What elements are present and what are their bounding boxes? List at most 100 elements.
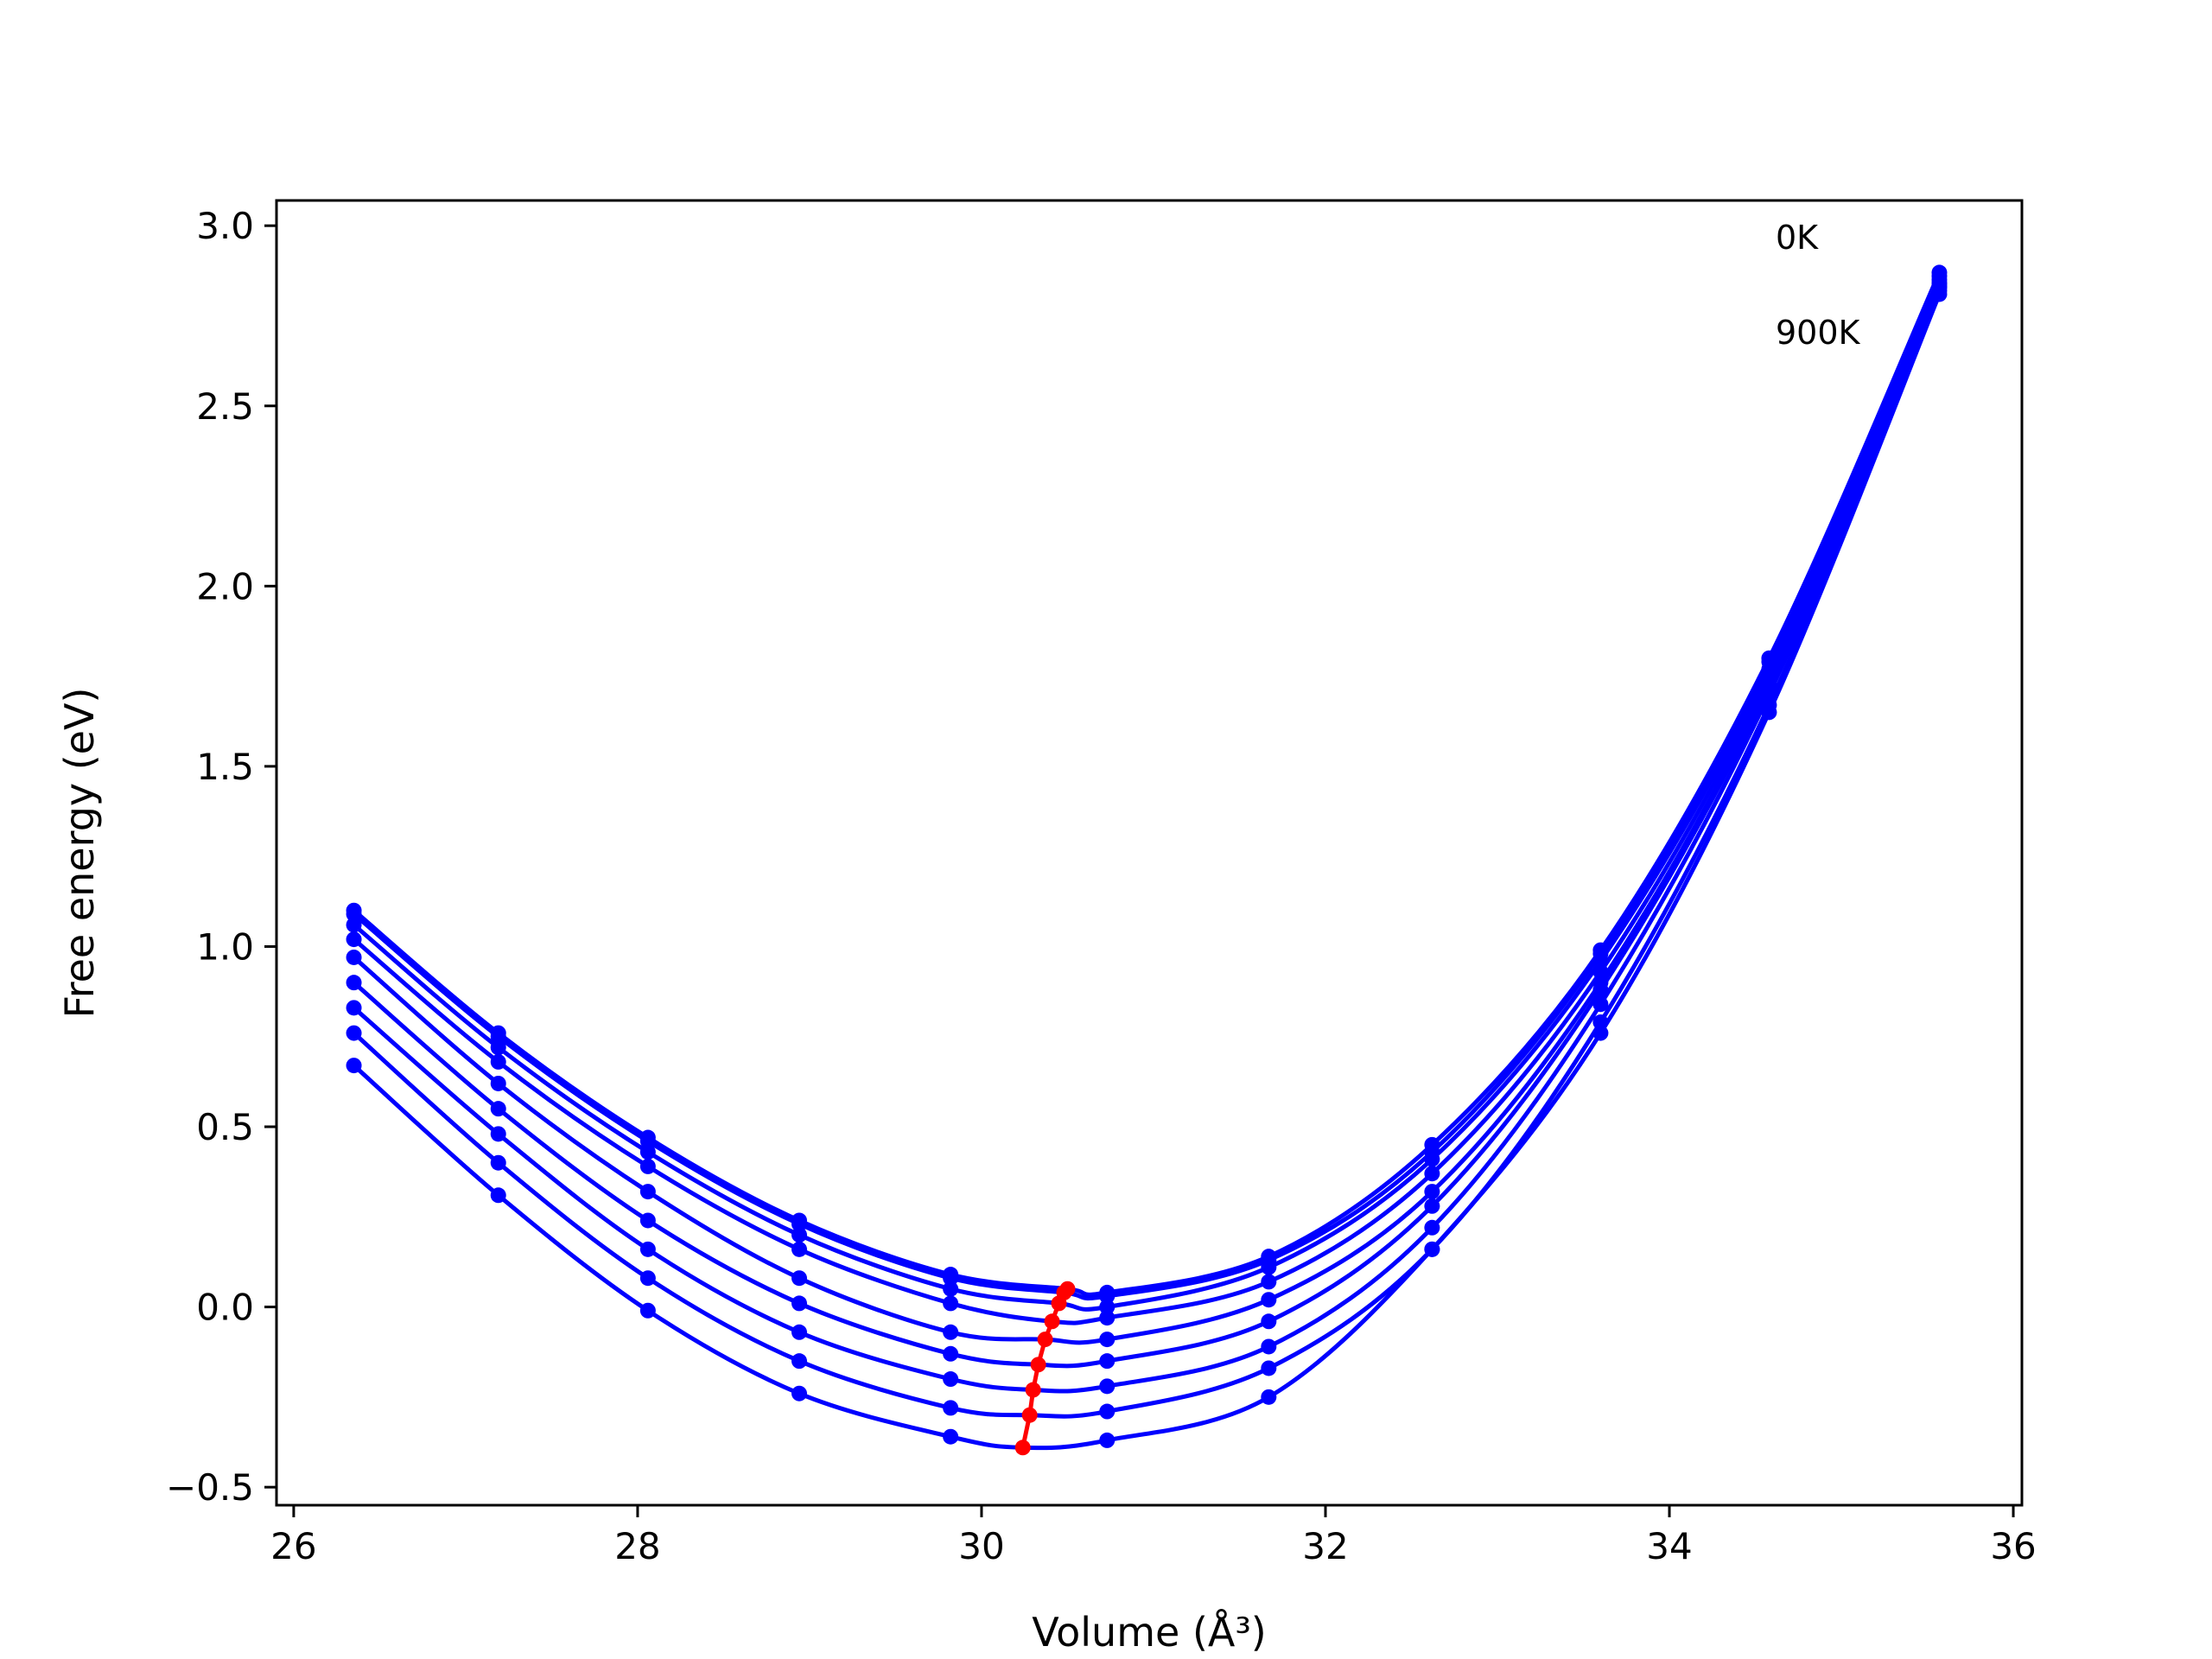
x-axis-title: Volume (Å³) [1032, 1609, 1267, 1656]
data-point [1261, 1389, 1277, 1405]
data-point [791, 1353, 808, 1370]
data-point [943, 1295, 959, 1312]
data-point [1099, 1332, 1116, 1348]
x-tick-label: 34 [1646, 1525, 1692, 1567]
data-point [346, 931, 362, 948]
data-point [1592, 982, 1609, 998]
data-point [791, 1270, 808, 1287]
data-point [639, 1241, 656, 1257]
data-point [346, 906, 362, 922]
x-tick-label: 32 [1302, 1525, 1348, 1567]
y-tick-label: 1.0 [196, 925, 254, 968]
data-point [791, 1295, 808, 1312]
data-point [943, 1345, 959, 1362]
data-point [943, 1270, 959, 1287]
data-point [791, 1227, 808, 1243]
data-point [1099, 1432, 1116, 1448]
data-point [1592, 953, 1609, 969]
data-point [1261, 1313, 1277, 1330]
data-point [639, 1302, 656, 1319]
data-point [791, 1385, 808, 1402]
data-point [490, 1154, 506, 1171]
annotation-0k: 0K [1776, 219, 1819, 257]
data-point [1424, 1219, 1440, 1236]
data-point [943, 1371, 959, 1388]
minimum-point [1025, 1382, 1041, 1398]
data-point [490, 1126, 506, 1142]
data-point [1424, 1151, 1440, 1167]
data-point [346, 1000, 362, 1016]
y-tick-label: 1.5 [196, 746, 254, 788]
data-point [1424, 1184, 1440, 1200]
y-tick-label: 2.5 [196, 385, 254, 428]
data-point [1099, 1288, 1116, 1305]
minimum-point [1030, 1357, 1046, 1373]
data-point [943, 1400, 959, 1416]
energy-curve-2 [352, 278, 1942, 1312]
data-point [1099, 1299, 1116, 1315]
points-layer [346, 264, 1948, 1448]
energy-curve-7 [352, 289, 1942, 1419]
data-point [639, 1158, 656, 1174]
data-point [346, 917, 362, 933]
data-point [1424, 1198, 1440, 1214]
data-point [943, 1428, 959, 1445]
data-point [791, 1241, 808, 1257]
minimum-point [1037, 1332, 1053, 1348]
data-point [1099, 1378, 1116, 1395]
data-point [346, 1058, 362, 1074]
minimum-point [1051, 1295, 1067, 1312]
data-point [1592, 1014, 1609, 1031]
data-point [943, 1281, 959, 1297]
minimum-point [1021, 1407, 1038, 1423]
data-point [346, 1025, 362, 1041]
energy-curve-3 [352, 282, 1942, 1325]
y-tick-label: −0.5 [166, 1466, 254, 1509]
y-tick-label: 0.0 [196, 1287, 254, 1329]
minimum-point [1044, 1313, 1060, 1330]
y-axis-title: Free energy (eV) [56, 688, 103, 1019]
data-point [1261, 1292, 1277, 1308]
data-point [1099, 1403, 1116, 1420]
minimum-point [1014, 1440, 1031, 1456]
data-point [1592, 996, 1609, 1013]
data-point [639, 1133, 656, 1149]
data-point [1761, 704, 1777, 721]
data-point [791, 1216, 808, 1232]
data-point [791, 1324, 808, 1340]
data-point [639, 1184, 656, 1200]
data-point [490, 1101, 506, 1117]
energy-curve-5 [352, 286, 1942, 1369]
x-tick-label: 30 [958, 1525, 1004, 1567]
data-point [1424, 1166, 1440, 1182]
y-tick-label: 2.0 [196, 565, 254, 607]
data-point [490, 1187, 506, 1204]
data-point [1592, 1025, 1609, 1041]
data-point [490, 1075, 506, 1091]
data-point [639, 1270, 656, 1287]
y-tick-label: 3.0 [196, 205, 254, 247]
data-point [1261, 1274, 1277, 1290]
data-point [1424, 1241, 1440, 1257]
annotation-900k: 900K [1776, 314, 1861, 352]
x-tick-label: 28 [614, 1525, 660, 1567]
data-point [639, 1144, 656, 1160]
y-tick-label: 0.5 [196, 1106, 254, 1148]
x-tick-label: 26 [270, 1525, 316, 1567]
y-axis-ticks: −0.5 0.0 0.5 1.0 1.5 2.0 2.5 3.0 [166, 205, 276, 1509]
data-point [1261, 1360, 1277, 1376]
energy-curve-6 [352, 286, 1942, 1394]
data-point [1099, 1310, 1116, 1326]
x-tick-label: 36 [1990, 1525, 2036, 1567]
plot-frame [275, 199, 2024, 1507]
data-point [346, 949, 362, 965]
data-point [490, 1053, 506, 1070]
data-point [943, 1324, 959, 1340]
data-point [639, 1212, 656, 1229]
x-axis-ticks: 26 28 30 32 34 36 [270, 1505, 2037, 1567]
data-point [490, 1028, 506, 1045]
data-point [1099, 1353, 1116, 1370]
data-point [1261, 1338, 1277, 1355]
data-point [1931, 286, 1948, 302]
